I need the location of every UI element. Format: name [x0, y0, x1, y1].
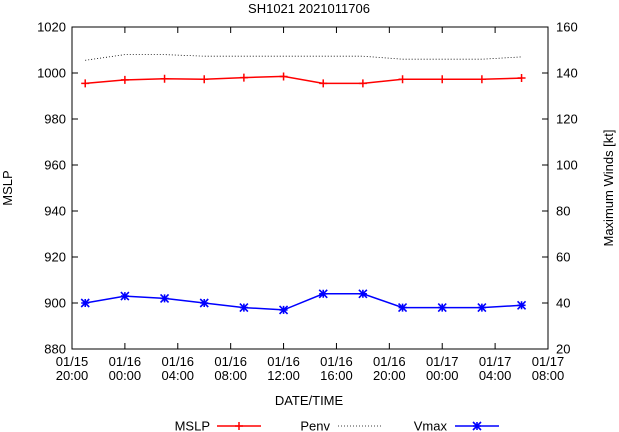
series-vmax: [80, 289, 527, 315]
vmax-point: [239, 303, 249, 313]
y2-tick-label: 140: [556, 66, 578, 81]
y2-tick-label: 80: [556, 204, 570, 219]
legend-marker-vmax: [472, 421, 482, 431]
vmax-line: [85, 293, 522, 311]
x-tick-time: 00:00: [426, 368, 459, 383]
vmax-point: [477, 303, 487, 313]
x-tick-time: 00:00: [109, 368, 142, 383]
legend-label-mslp: MSLP: [175, 419, 210, 432]
mslp-point: [279, 72, 288, 81]
chart-title: SH1021 2021011706: [248, 1, 370, 16]
x-tick-date: 01/16: [162, 354, 195, 369]
y2-tick-label: 100: [556, 158, 578, 173]
mslp-point: [200, 75, 209, 84]
legend-label-penv: Penv: [300, 419, 330, 432]
x-tick-time: 04:00: [479, 368, 512, 383]
vmax-point: [278, 305, 289, 315]
legend-marker-mslp: [235, 422, 243, 430]
x-ticks: 01/1520:0001/1600:0001/1604:0001/1608:00…: [56, 27, 565, 383]
mslp-point: [239, 73, 248, 82]
mslp-point: [517, 74, 526, 83]
mslp-point: [81, 79, 90, 88]
mslp-point: [160, 74, 169, 83]
mslp-point: [398, 75, 407, 84]
y2-tick-label: 120: [556, 112, 578, 127]
vmax-point: [199, 298, 209, 308]
mslp-point: [438, 75, 447, 84]
mslp-line: [85, 75, 522, 85]
vmax-point: [516, 300, 527, 310]
y-ticks: 880 900 920 940 960 980 1000 1020: [37, 20, 78, 357]
x-tick-date: 01/17: [479, 354, 512, 369]
x-tick-date: 01/16: [214, 354, 247, 369]
y-tick-label: 1000: [37, 66, 66, 81]
x-tick-date: 01/17: [532, 354, 565, 369]
mslp-point: [120, 75, 129, 84]
series-penv: [85, 54, 522, 61]
vmax-point: [159, 293, 170, 303]
x-axis-label: DATE/TIME: [275, 393, 344, 408]
y2-tick-label: 60: [556, 250, 570, 265]
x-tick-date: 01/17: [426, 354, 459, 369]
x-tick-time: 08:00: [214, 368, 247, 383]
x-tick-time: 08:00: [532, 368, 565, 383]
y-tick-label: 900: [44, 296, 66, 311]
vmax-point: [358, 289, 368, 299]
mslp-point: [358, 79, 367, 88]
x-tick-time: 16:00: [320, 368, 353, 383]
y-axis-label: MSLP: [0, 170, 15, 205]
x-tick-date: 01/16: [320, 354, 353, 369]
x-tick-date: 01/16: [373, 354, 406, 369]
series-mslp: [81, 72, 526, 88]
legend: MSLP Penv Vmax: [175, 419, 499, 432]
y2-tick-label: 20: [556, 342, 570, 357]
y-tick-label: 960: [44, 158, 66, 173]
mslp-point: [319, 79, 328, 88]
y2-axis-label: Maximum Winds [kt]: [601, 129, 616, 246]
series-group: [80, 54, 527, 315]
vmax-point: [120, 291, 130, 301]
y-tick-label: 1020: [37, 20, 66, 35]
x-tick-time: 12:00: [267, 368, 300, 383]
x-tick-date: 01/15: [56, 354, 89, 369]
y-tick-label: 920: [44, 250, 66, 265]
y2-tick-label: 160: [556, 20, 578, 35]
vmax-point: [318, 289, 328, 299]
x-tick-date: 01/16: [267, 354, 300, 369]
vmax-point: [80, 298, 90, 308]
y2-tick-label: 40: [556, 296, 570, 311]
y-tick-label: 940: [44, 204, 66, 219]
x-tick-time: 04:00: [162, 368, 195, 383]
y2-ticks: 20 40 60 80 100 120 140 160: [542, 20, 578, 357]
plot-frame: [71, 26, 549, 350]
y-tick-label: 980: [44, 112, 66, 127]
x-tick-date: 01/16: [109, 354, 142, 369]
x-tick-time: 20:00: [373, 368, 406, 383]
x-tick-time: 20:00: [56, 368, 89, 383]
vmax-point: [437, 303, 447, 313]
mslp-point: [477, 75, 486, 84]
y-tick-label: 880: [44, 342, 66, 357]
legend-label-vmax: Vmax: [414, 419, 448, 432]
penv-line: [85, 54, 522, 61]
vmax-point: [397, 303, 408, 313]
